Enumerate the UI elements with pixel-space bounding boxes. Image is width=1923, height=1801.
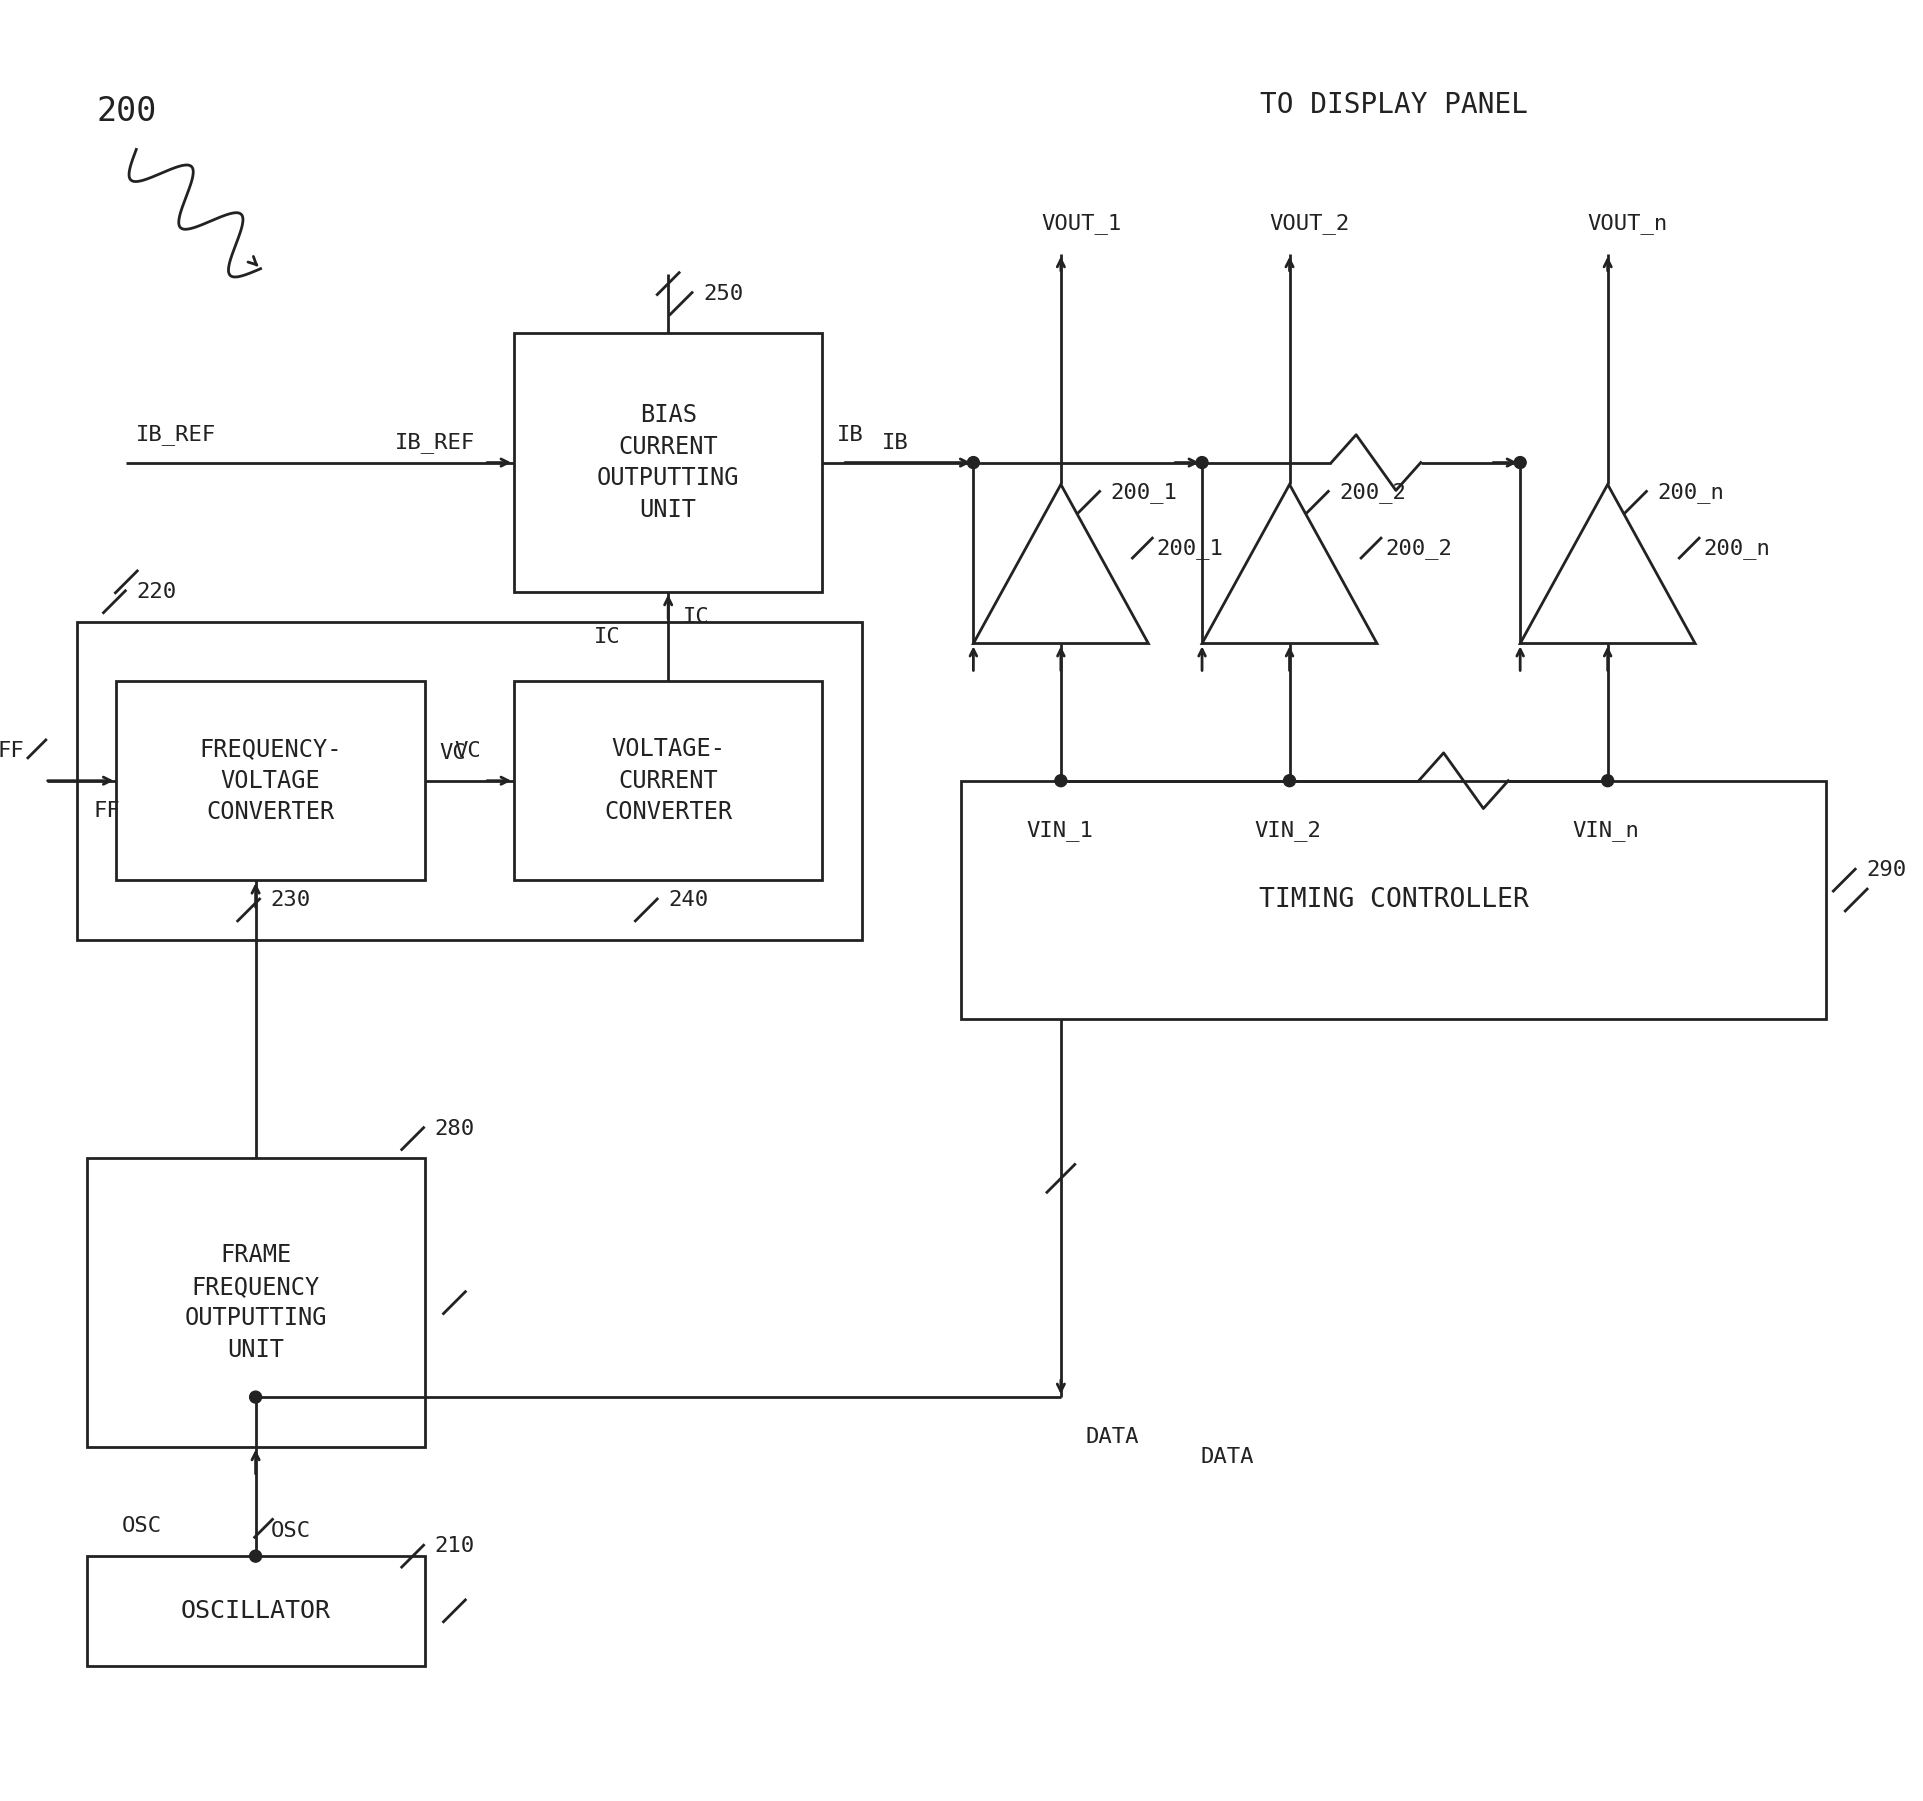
Text: 200_1: 200_1 <box>1156 538 1223 558</box>
Text: VIN_2: VIN_2 <box>1254 819 1321 841</box>
Text: VC: VC <box>454 740 481 760</box>
Text: 280: 280 <box>435 1118 475 1138</box>
Text: OSCILLATOR: OSCILLATOR <box>181 1599 331 1623</box>
Polygon shape <box>973 484 1148 643</box>
FancyBboxPatch shape <box>962 780 1825 1019</box>
FancyBboxPatch shape <box>513 333 821 593</box>
Text: IC: IC <box>594 627 619 647</box>
Text: VC: VC <box>438 742 465 764</box>
Text: 200_1: 200_1 <box>1110 483 1177 502</box>
Text: 200_n: 200_n <box>1702 538 1769 558</box>
Text: DATA: DATA <box>1200 1446 1254 1466</box>
Circle shape <box>250 1551 262 1561</box>
Text: TO DISPLAY PANEL: TO DISPLAY PANEL <box>1260 90 1527 119</box>
Polygon shape <box>1519 484 1694 643</box>
Text: 200_n: 200_n <box>1656 483 1723 502</box>
Text: FF: FF <box>94 800 121 821</box>
Text: OSC: OSC <box>121 1516 162 1536</box>
Circle shape <box>1600 774 1613 787</box>
Circle shape <box>1196 457 1208 468</box>
FancyBboxPatch shape <box>117 681 425 881</box>
Text: FF: FF <box>0 740 23 760</box>
Text: 240: 240 <box>667 890 708 910</box>
Circle shape <box>967 457 979 468</box>
Text: 220: 220 <box>137 582 177 602</box>
Text: FRAME
FREQUENCY
OUTPUTTING
UNIT: FRAME FREQUENCY OUTPUTTING UNIT <box>185 1243 327 1362</box>
Polygon shape <box>1202 484 1377 643</box>
Text: TIMING CONTROLLER: TIMING CONTROLLER <box>1258 888 1529 913</box>
Text: IB_REF: IB_REF <box>137 425 217 445</box>
Text: DATA: DATA <box>1085 1426 1138 1446</box>
Text: IB: IB <box>881 432 908 452</box>
Circle shape <box>250 1390 262 1403</box>
Text: 210: 210 <box>435 1536 475 1556</box>
Text: VIN_n: VIN_n <box>1571 819 1638 841</box>
Text: 290: 290 <box>1865 861 1906 881</box>
Text: IB_REF: IB_REF <box>394 432 475 454</box>
Text: 230: 230 <box>271 890 310 910</box>
Text: 200_2: 200_2 <box>1338 483 1406 502</box>
Circle shape <box>1283 774 1294 787</box>
Text: VOUT_2: VOUT_2 <box>1269 214 1350 234</box>
Text: VOUT_n: VOUT_n <box>1586 214 1667 234</box>
Circle shape <box>1054 774 1065 787</box>
Text: 250: 250 <box>702 283 742 304</box>
Text: BIAS
CURRENT
OUTPUTTING
UNIT: BIAS CURRENT OUTPUTTING UNIT <box>596 403 738 522</box>
Text: VIN_1: VIN_1 <box>1025 819 1092 841</box>
Text: IB: IB <box>837 425 863 445</box>
Text: FREQUENCY-
VOLTAGE
CONVERTER: FREQUENCY- VOLTAGE CONVERTER <box>200 737 342 825</box>
Text: 200_2: 200_2 <box>1385 538 1452 558</box>
FancyBboxPatch shape <box>513 681 821 881</box>
FancyBboxPatch shape <box>87 1556 425 1666</box>
FancyBboxPatch shape <box>87 1158 425 1446</box>
Text: IC: IC <box>683 607 710 627</box>
Text: VOLTAGE-
CURRENT
CONVERTER: VOLTAGE- CURRENT CONVERTER <box>604 737 733 825</box>
Circle shape <box>1513 457 1525 468</box>
Text: VOUT_1: VOUT_1 <box>1040 214 1121 234</box>
Text: OSC: OSC <box>271 1522 310 1542</box>
Text: 200: 200 <box>96 95 158 128</box>
